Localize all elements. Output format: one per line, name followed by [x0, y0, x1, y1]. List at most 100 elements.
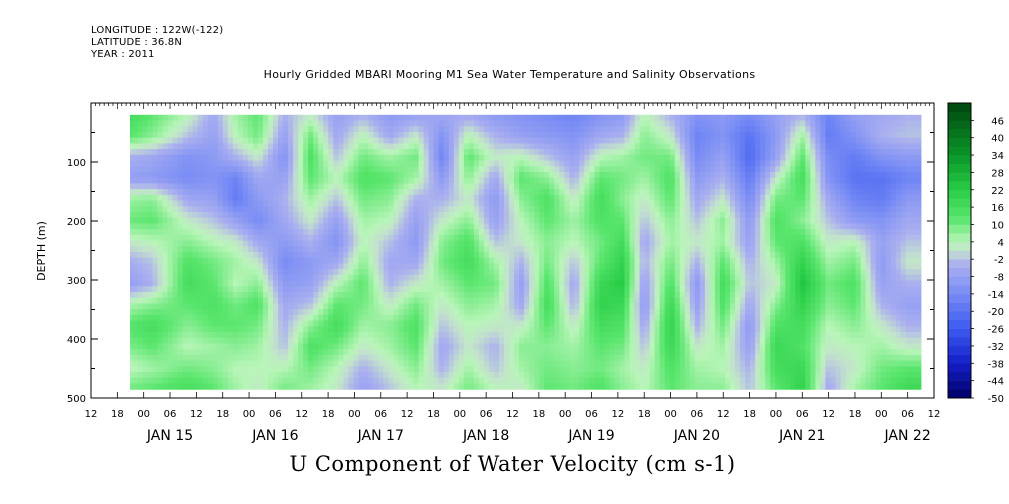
heatmap-cell — [549, 143, 555, 150]
heatmap-cell — [539, 171, 545, 179]
heatmap-cell — [192, 246, 199, 253]
heatmap-cell — [328, 166, 334, 173]
heatmap-cell — [368, 343, 375, 350]
heatmap-cell — [147, 303, 154, 310]
heatmap-cell — [544, 366, 550, 373]
heatmap-cell — [554, 126, 560, 133]
heatmap-cell — [147, 331, 154, 339]
heatmap-cell — [488, 354, 495, 362]
heatmap-cell — [544, 326, 550, 333]
heatmap-cell — [539, 189, 545, 196]
heatmap-cell — [368, 263, 375, 270]
heatmap-cell — [283, 303, 289, 310]
heatmap-cell — [172, 303, 179, 310]
heatmap-cell — [478, 251, 485, 259]
heatmap-cell — [544, 297, 550, 305]
heatmap-cell — [478, 234, 485, 242]
heatmap-cell — [147, 229, 154, 236]
heatmap-cell — [207, 269, 214, 276]
heatmap-cell — [629, 286, 636, 293]
heatmap-cell — [313, 200, 319, 207]
heatmap-cell — [473, 183, 480, 190]
heatmap-cell — [308, 126, 314, 133]
heatmap-cell — [448, 314, 455, 322]
heatmap-cell — [130, 114, 134, 122]
heatmap-cell — [130, 383, 134, 390]
heatmap-cell — [338, 297, 344, 305]
heatmap-cell — [172, 154, 179, 162]
heatmap-cell — [488, 206, 495, 213]
heatmap-cell — [574, 189, 580, 196]
heatmap-cell — [353, 131, 359, 139]
heatmap-cell — [403, 360, 410, 367]
heatmap-cell — [363, 240, 370, 247]
heatmap-cell — [614, 120, 621, 127]
heatmap-cell — [268, 383, 274, 390]
heatmap-cell — [247, 177, 254, 184]
heatmap-cell — [217, 131, 224, 139]
heatmap-cell — [348, 189, 354, 196]
heatmap-cell — [569, 326, 575, 333]
heatmap-cell — [614, 343, 621, 350]
heatmap-cell — [343, 331, 349, 339]
heatmap-cell — [177, 200, 184, 207]
heatmap-cell — [413, 183, 420, 190]
heatmap-cell — [262, 114, 269, 122]
heatmap-cell — [182, 200, 189, 207]
heatmap-cell — [232, 263, 239, 270]
heatmap-cell — [428, 137, 435, 144]
heatmap-cell — [152, 126, 159, 133]
heatmap-cell — [403, 354, 410, 362]
heatmap-cell — [609, 309, 616, 316]
heatmap-cell — [172, 160, 179, 167]
heatmap-cell — [293, 131, 299, 139]
heatmap-cell — [242, 314, 249, 322]
heatmap-cell — [579, 137, 585, 144]
heatmap-cell — [453, 240, 460, 247]
heatmap-cell — [473, 194, 480, 202]
heatmap-cell — [453, 343, 460, 350]
heatmap-cell — [483, 177, 490, 184]
heatmap-cell — [137, 257, 144, 265]
heatmap-cell — [554, 200, 560, 207]
heatmap-cell — [197, 286, 204, 293]
heatmap-cell — [172, 183, 179, 190]
heatmap-cell — [438, 303, 445, 310]
heatmap-cell — [247, 372, 254, 379]
heatmap-cell — [539, 229, 545, 236]
heatmap-cell — [252, 234, 259, 242]
heatmap-cell — [147, 120, 154, 127]
heatmap-cell — [278, 200, 284, 207]
heatmap-cell — [589, 171, 596, 179]
heatmap-cell — [242, 366, 249, 373]
heatmap-cell — [358, 372, 365, 379]
heatmap-cell — [609, 320, 616, 327]
heatmap-cell — [172, 280, 179, 287]
heatmap-cell — [589, 372, 596, 379]
heatmap-cell — [483, 331, 490, 339]
heatmap-cell — [438, 286, 445, 293]
heatmap-cell — [529, 320, 535, 327]
heatmap-cell — [473, 160, 480, 167]
heatmap-cell — [318, 337, 324, 345]
heatmap-cell — [182, 120, 189, 127]
heatmap-cell — [584, 360, 590, 367]
heatmap-cell — [423, 269, 430, 276]
heatmap-cell — [453, 303, 460, 310]
heatmap-cell — [619, 177, 626, 184]
heatmap-cell — [423, 217, 430, 224]
heatmap-cell — [564, 177, 570, 184]
heatmap-cell — [403, 234, 410, 242]
heatmap-cell — [323, 177, 329, 184]
heatmap-cell — [609, 223, 616, 230]
heatmap-cell — [252, 354, 259, 362]
heatmap-cell — [262, 314, 269, 322]
heatmap-cell — [257, 343, 264, 350]
heatmap-cell — [137, 223, 144, 230]
heatmap-cell — [604, 131, 611, 139]
heatmap-cell — [534, 337, 540, 345]
heatmap-cell — [534, 331, 540, 339]
heatmap-cell — [132, 280, 139, 287]
heatmap-cell — [130, 160, 134, 167]
heatmap-cell — [222, 349, 229, 356]
